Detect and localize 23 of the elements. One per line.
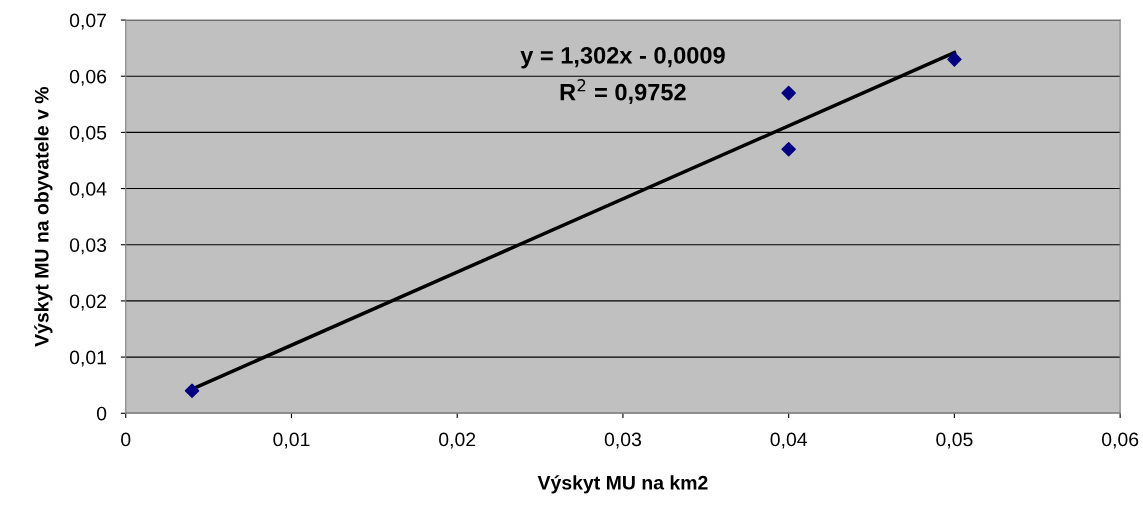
point xyxy=(781,141,796,157)
point xyxy=(781,85,796,101)
x-tick-label: 0,05 xyxy=(936,432,973,449)
y-tick-label: 0,04 xyxy=(69,182,107,199)
x-tick-label: 0,03 xyxy=(604,432,641,449)
y-tick-label: 0,03 xyxy=(69,238,107,255)
x-tick-label: 0,01 xyxy=(273,432,310,449)
y-tick-label: 0,06 xyxy=(69,69,107,86)
y-tick-label: 0,01 xyxy=(69,350,107,367)
annotation: R$^{2}$ = 0,9752 xyxy=(560,79,686,104)
point xyxy=(184,383,200,399)
point xyxy=(947,52,962,67)
y-tick-label: 0,05 xyxy=(69,125,107,142)
y-tick-label: 0,02 xyxy=(69,294,107,311)
annotation: y = 1,302x - 0,0009 xyxy=(520,47,725,69)
y-tick-label: 0 xyxy=(96,406,107,421)
x-tick-label: 0 xyxy=(121,432,131,447)
x-tick-label: 0,04 xyxy=(770,432,808,449)
y-tick-label: 0,07 xyxy=(69,13,107,30)
x-tick-label: 0,02 xyxy=(439,432,476,449)
y-axis-title: Výskyt MU na obyvatele v % xyxy=(34,86,53,347)
x-tick-label: 0,06 xyxy=(1101,432,1139,449)
x-axis-title: Výskyt MU na km2 xyxy=(537,475,708,494)
